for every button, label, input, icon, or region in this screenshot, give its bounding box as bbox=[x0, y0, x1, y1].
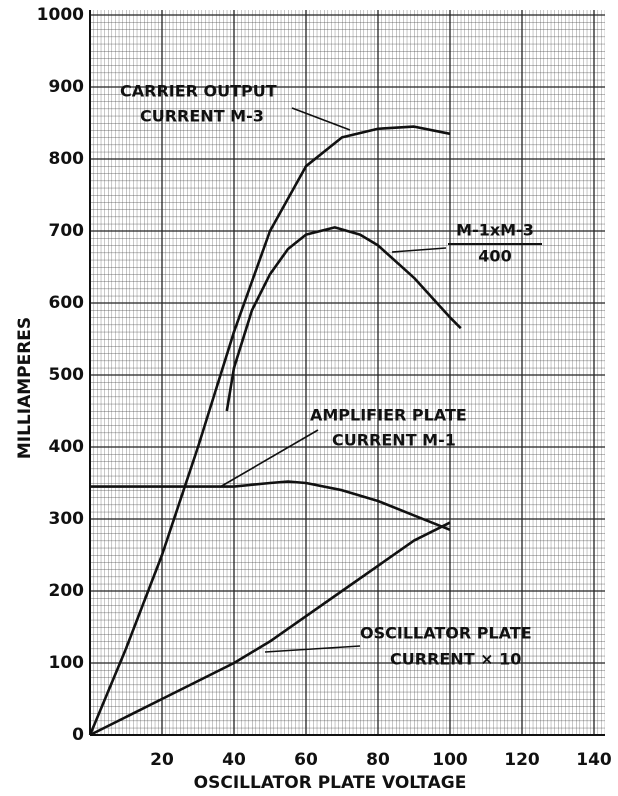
y-tick-label: 900 bbox=[49, 77, 85, 97]
series-label: AMPLIFIER PLATE bbox=[310, 406, 467, 425]
y-tick-label: 400 bbox=[49, 437, 85, 457]
series-line bbox=[89, 521, 451, 737]
x-tick-label: 140 bbox=[576, 750, 612, 770]
series-line bbox=[225, 226, 462, 412]
leader-line bbox=[264, 645, 361, 653]
series-label: 400 bbox=[478, 247, 511, 266]
series-label: CURRENT M-1 bbox=[332, 431, 456, 450]
leader-line bbox=[391, 247, 447, 253]
y-axis-label: MILLIAMPERES bbox=[15, 317, 35, 459]
y-tick-label: 500 bbox=[49, 365, 85, 385]
x-tick-label: 120 bbox=[504, 750, 540, 770]
x-tick-label: 100 bbox=[432, 750, 468, 770]
series-line bbox=[90, 480, 451, 532]
x-axis-label: OSCILLATOR PLATE VOLTAGE bbox=[194, 773, 467, 793]
series-label: CURRENT M-3 bbox=[140, 107, 264, 126]
graph-paper bbox=[90, 10, 605, 735]
series-label: OSCILLATOR PLATE bbox=[360, 624, 532, 643]
y-tick-label: 700 bbox=[49, 221, 85, 241]
series-label: M-1xM-3 bbox=[456, 221, 534, 240]
x-tick-label: 60 bbox=[294, 750, 318, 770]
series-line bbox=[88, 125, 451, 736]
leader-line bbox=[291, 107, 351, 131]
y-tick-label: 1000 bbox=[37, 5, 84, 25]
x-tick-label: 20 bbox=[150, 750, 174, 770]
y-tick-label: 300 bbox=[49, 509, 85, 529]
y-tick-label: 800 bbox=[49, 149, 85, 169]
series-label: CURRENT × 10 bbox=[390, 650, 521, 669]
y-tick-label: 200 bbox=[49, 581, 85, 601]
x-tick-label: 40 bbox=[222, 750, 246, 770]
series-label: CARRIER OUTPUT bbox=[120, 82, 277, 101]
leader-line bbox=[219, 429, 319, 488]
y-tick-label: 600 bbox=[49, 293, 85, 313]
x-tick-label: 80 bbox=[366, 750, 390, 770]
y-tick-label: 0 bbox=[72, 725, 84, 745]
y-tick-label: 100 bbox=[49, 653, 85, 673]
